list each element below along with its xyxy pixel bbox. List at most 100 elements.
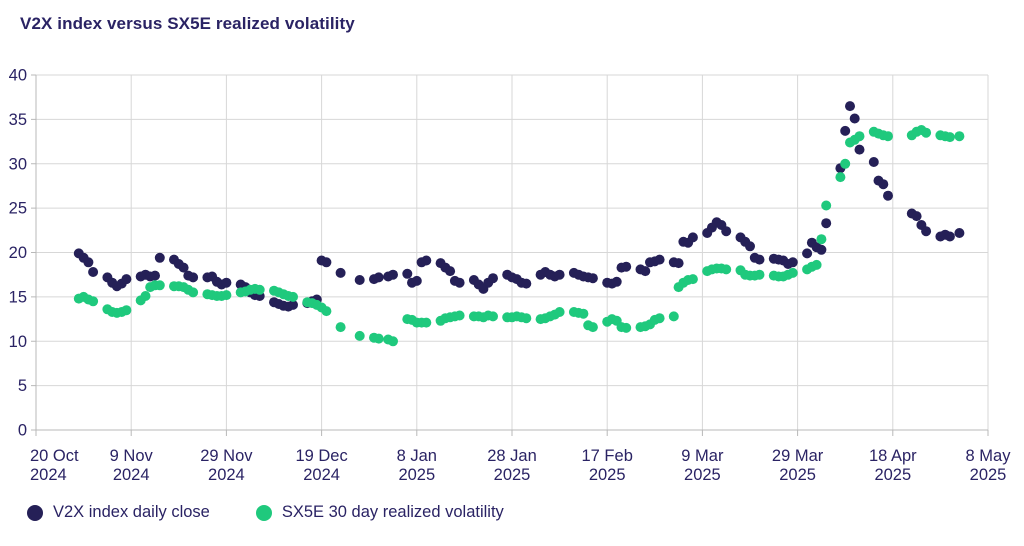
sx5e-data-point [154,280,165,291]
sx5e-legend-marker-icon [255,504,272,521]
x-axis-label-year: 2025 [398,466,435,484]
v2x-data-point [121,274,132,285]
v2x-data-point [150,270,160,281]
sx5e-data-point [621,322,632,333]
sx5e-data-point [921,127,932,138]
chart-title: V2X index versus SX5E realized volatilit… [20,14,355,33]
v2x-data-point [849,113,860,124]
v2x-data-point [335,267,346,278]
y-axis-label: 15 [9,288,27,306]
v2x-data-point [868,157,879,167]
x-axis-label: 28 Jan [487,447,537,465]
sx5e-data-point [668,311,679,322]
v2x-data-point [521,278,532,289]
v2x-data-point [454,277,465,288]
v2x-data-point [845,101,855,112]
x-axis-label: 17 Feb [582,447,633,465]
legend-label-sx5e: SX5E 30 day realized volatility [281,503,504,521]
sx5e-data-point [954,131,965,142]
v2x-data-point [921,226,932,237]
v2x-data-point [587,273,598,284]
x-axis-label-year: 2025 [589,466,626,484]
x-axis-label: 29 Mar [772,447,824,465]
v2x-data-point [421,255,432,266]
v2x-legend-marker-icon [27,504,43,521]
sx5e-data-point [687,274,698,285]
sx5e-data-point [654,313,665,324]
v2x-data-point [911,211,922,222]
x-axis-label: 18 Apr [869,447,917,465]
v2x-data-point [654,254,665,265]
y-axis-label: 0 [18,422,27,440]
x-axis-label-year: 2024 [208,466,245,484]
legend-label-v2x: V2X index daily close [53,503,210,521]
x-axis-label: 20 Oct [30,447,79,465]
v2x-data-point [411,275,422,286]
v2x-data-point [944,231,955,242]
sx5e-data-point [88,296,99,307]
x-axis-label: 19 Dec [295,447,347,465]
sx5e-data-point [335,322,346,333]
y-axis-label: 20 [9,244,27,262]
sx5e-data-point [883,131,893,142]
sx5e-data-point [835,172,846,183]
sx5e-data-point [388,336,398,347]
sx5e-data-point [821,200,832,211]
x-axis-label: 8 May [966,447,1012,465]
sx5e-data-point [754,269,765,280]
sx5e-data-point [421,317,432,328]
x-axis-label: 9 Nov [110,447,154,465]
sx5e-data-point [787,267,798,278]
v2x-data-point [388,269,398,280]
x-axis-label-year: 2025 [494,466,531,484]
sx5e-data-point [811,259,822,270]
sx5e-data-point [944,132,955,143]
v2x-data-point [802,248,813,259]
v2x-data-point [611,276,622,287]
sx5e-data-point [554,307,565,317]
v2x-data-point [88,267,99,277]
sx5e-data-point [840,158,851,169]
x-axis-label-year: 2025 [874,466,911,484]
v2x-data-point [445,266,456,277]
v2x-data-point [878,179,889,190]
x-axis-label-year: 2025 [779,466,816,484]
v2x-data-point [221,277,232,288]
sx5e-data-point [454,310,465,321]
v2x-data-point [288,299,298,310]
v2x-data-point [754,254,765,265]
v2x-data-point [816,244,827,255]
y-axis-label: 30 [9,155,27,173]
x-axis-label-year: 2024 [113,466,150,484]
sx5e-data-point [721,264,732,275]
legend-item-sx5e: SX5E 30 day realized volatility [255,503,504,522]
v2x-data-point [354,275,365,285]
sx5e-data-point [521,313,532,324]
v2x-data-point [787,257,798,268]
v2x-data-point [745,241,755,252]
x-axis-label: 8 Jan [397,447,437,465]
sx5e-data-point [140,291,151,301]
legend-item-v2x: V2X index daily close [27,503,210,522]
x-axis-label: 9 Mar [681,447,724,465]
sx5e-data-point [288,291,298,302]
v2x-data-point [687,232,698,243]
v2x-data-point [188,272,199,283]
v2x-data-point [721,226,732,237]
sx5e-data-point [488,311,498,322]
sx5e-data-point [373,333,384,344]
y-axis-label: 5 [18,377,27,395]
v2x-data-point [154,252,165,263]
y-axis-label: 40 [9,67,27,85]
x-axis-label-year: 2024 [303,466,340,484]
sx5e-data-point [354,330,365,341]
v2x-data-point [321,257,332,268]
v2x-data-point [621,261,632,272]
v2x-data-point [488,273,498,284]
v2x-data-point [83,257,94,268]
sx5e-data-point [254,284,265,295]
v2x-data-point [554,269,565,280]
chart-legend: V2X index daily close SX5E 30 day realiz… [27,503,504,522]
